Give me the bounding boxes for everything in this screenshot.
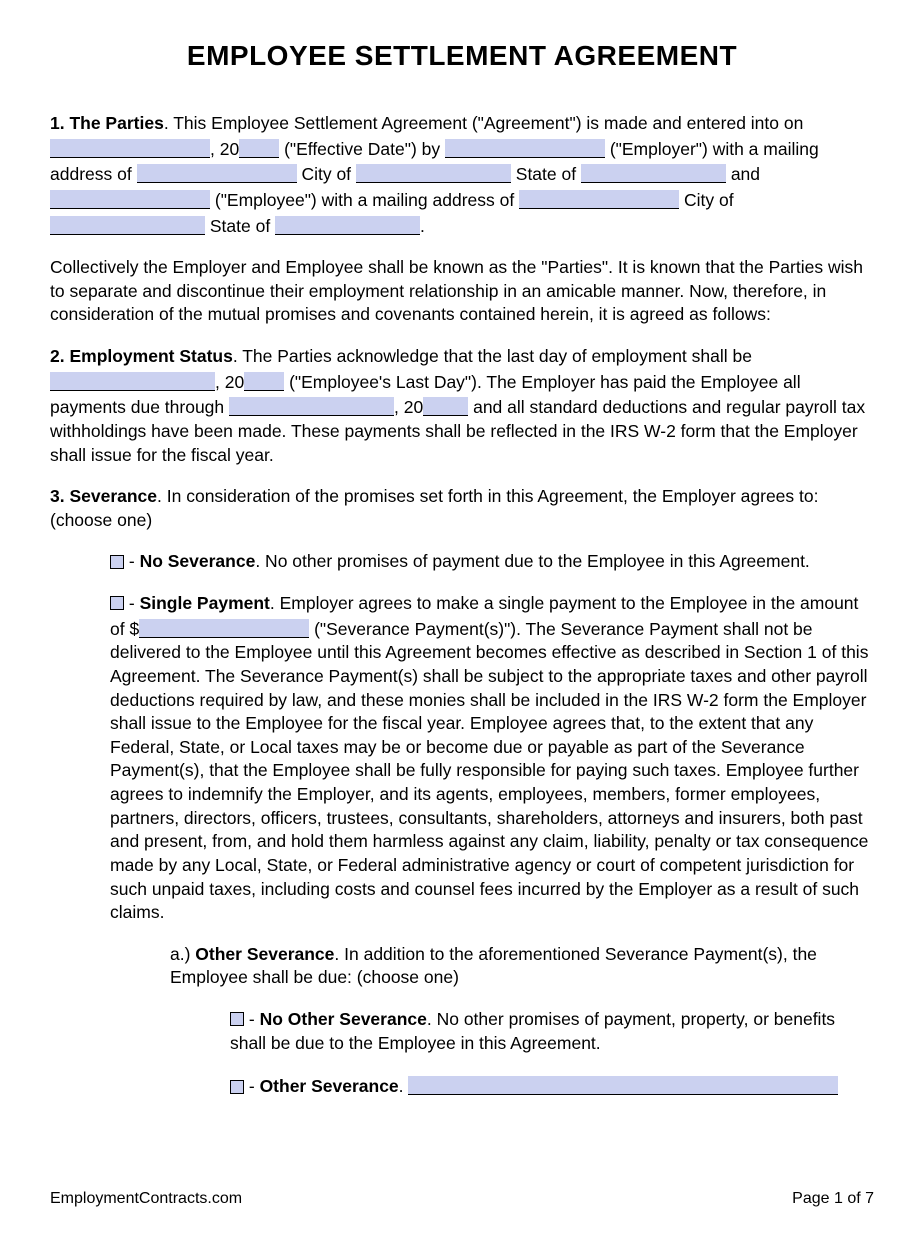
blank-employee-address[interactable] xyxy=(519,190,679,209)
text: , 20 xyxy=(215,372,244,392)
sub-marker: a.) xyxy=(170,944,195,964)
sub-a-other-severance: a.) Other Severance. In addition to the … xyxy=(170,943,874,990)
text: . No other promises of payment due to th… xyxy=(255,551,809,571)
text: ("Severance Payment(s)"). The Severance … xyxy=(110,619,868,923)
section-3-label: 3. Severance xyxy=(50,486,157,506)
option-single-payment: - Single Payment. Employer agrees to mak… xyxy=(110,592,874,925)
footer-site: EmploymentContracts.com xyxy=(50,1190,242,1208)
text: ("Effective Date") by xyxy=(279,139,445,159)
text: ("Employee") with a mailing address of xyxy=(210,190,519,210)
blank-employer-name[interactable] xyxy=(445,139,605,158)
option-no-severance: - No Severance. No other promises of pay… xyxy=(110,550,874,574)
text: . This Employee Settlement Agreement ("A… xyxy=(164,113,804,133)
checkbox-other-severance[interactable] xyxy=(230,1080,244,1094)
document-body: 1. The Parties. This Employee Settlement… xyxy=(50,112,874,1099)
text: . The Parties acknowledge that the last … xyxy=(233,346,752,366)
text: State of xyxy=(511,164,581,184)
section-3-severance: 3. Severance. In consideration of the pr… xyxy=(50,485,874,532)
text: , 20 xyxy=(210,139,239,159)
collective-paragraph: Collectively the Employer and Employee s… xyxy=(50,256,874,327)
blank-effective-month[interactable] xyxy=(50,139,210,158)
section-2-employment-status: 2. Employment Status. The Parties acknow… xyxy=(50,345,874,467)
text: . xyxy=(420,216,425,236)
sub-label: Other Severance xyxy=(195,944,334,964)
option-label: Other Severance xyxy=(260,1076,399,1096)
blank-employee-city[interactable] xyxy=(50,216,205,235)
text: City of xyxy=(297,164,356,184)
checkbox-no-severance[interactable] xyxy=(110,555,124,569)
option-other-severance: - Other Severance. xyxy=(230,1073,874,1099)
blank-other-severance[interactable] xyxy=(408,1076,838,1095)
option-no-other-severance: - No Other Severance. No other promises … xyxy=(230,1008,874,1055)
section-2-label: 2. Employment Status xyxy=(50,346,233,366)
section-1-label: 1. The Parties xyxy=(50,113,164,133)
document-page: EMPLOYEE SETTLEMENT AGREEMENT 1. The Par… xyxy=(0,0,924,1236)
blank-last-day-year[interactable] xyxy=(244,372,284,391)
blank-paid-through-year[interactable] xyxy=(423,397,468,416)
text: . xyxy=(399,1076,409,1096)
text: City of xyxy=(679,190,733,210)
footer-page-number: Page 1 of 7 xyxy=(792,1190,874,1208)
option-label: No Other Severance xyxy=(260,1009,427,1029)
blank-employee-name[interactable] xyxy=(50,190,210,209)
blank-employee-state[interactable] xyxy=(275,216,420,235)
page-title: EMPLOYEE SETTLEMENT AGREEMENT xyxy=(50,40,874,72)
section-1-parties: 1. The Parties. This Employee Settlement… xyxy=(50,112,874,238)
blank-effective-year[interactable] xyxy=(239,139,279,158)
checkbox-single-payment[interactable] xyxy=(110,596,124,610)
text: State of xyxy=(205,216,275,236)
option-label: Single Payment xyxy=(140,593,270,613)
checkbox-no-other-severance[interactable] xyxy=(230,1012,244,1026)
blank-employer-state[interactable] xyxy=(581,164,726,183)
page-footer: EmploymentContracts.com Page 1 of 7 xyxy=(50,1190,874,1208)
blank-last-day-month[interactable] xyxy=(50,372,215,391)
blank-employer-address[interactable] xyxy=(137,164,297,183)
blank-paid-through-month[interactable] xyxy=(229,397,394,416)
text: , 20 xyxy=(394,397,423,417)
option-label: No Severance xyxy=(140,551,256,571)
blank-employer-city[interactable] xyxy=(356,164,511,183)
text: . In consideration of the promises set f… xyxy=(50,486,819,530)
text: and xyxy=(726,164,760,184)
blank-severance-amount[interactable] xyxy=(139,619,309,638)
